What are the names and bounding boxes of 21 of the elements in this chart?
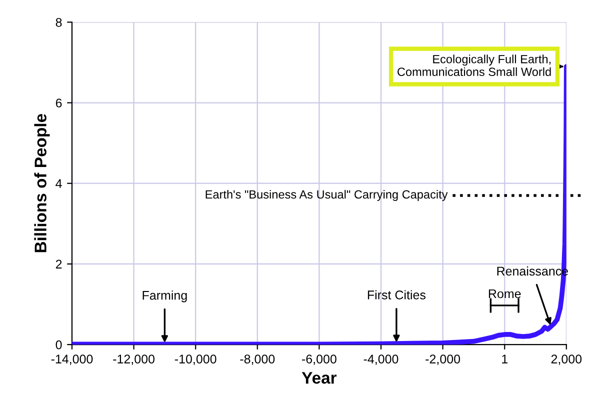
x-tick-label: -6,000 (302, 354, 336, 365)
annotation: Ecologically Full Earth, Communications Small World (398, 54, 551, 76)
y-tick-label: 0 (56, 340, 62, 350)
x-tick-label: -14,000 (51, 354, 93, 365)
annotation: Rome (488, 289, 521, 298)
x-axis-title: Year (302, 372, 337, 384)
annotation: Farming (142, 290, 187, 302)
y-tick-label: 2 (56, 260, 62, 268)
x-tick-label: 2,000 (551, 354, 582, 365)
ref-line-label: Earth's "Business As Usual" Carrying Capacity (206, 190, 448, 201)
x-tick-label: -12,000 (113, 354, 154, 365)
y-axis-title: Billions of People (34, 114, 50, 252)
x-tick-label: -4,000 (364, 354, 398, 365)
y-tick-label: 8 (56, 18, 62, 27)
y-tick-label: 4 (56, 179, 62, 188)
annotation: First Cities (368, 290, 426, 300)
x-tick-label: 1 (502, 354, 508, 364)
x-tick-label: -10,000 (174, 354, 216, 365)
y-tick-label: 6 (56, 98, 62, 108)
x-tick-label: -2,000 (426, 354, 460, 365)
x-tick-label: -8,000 (240, 354, 275, 365)
